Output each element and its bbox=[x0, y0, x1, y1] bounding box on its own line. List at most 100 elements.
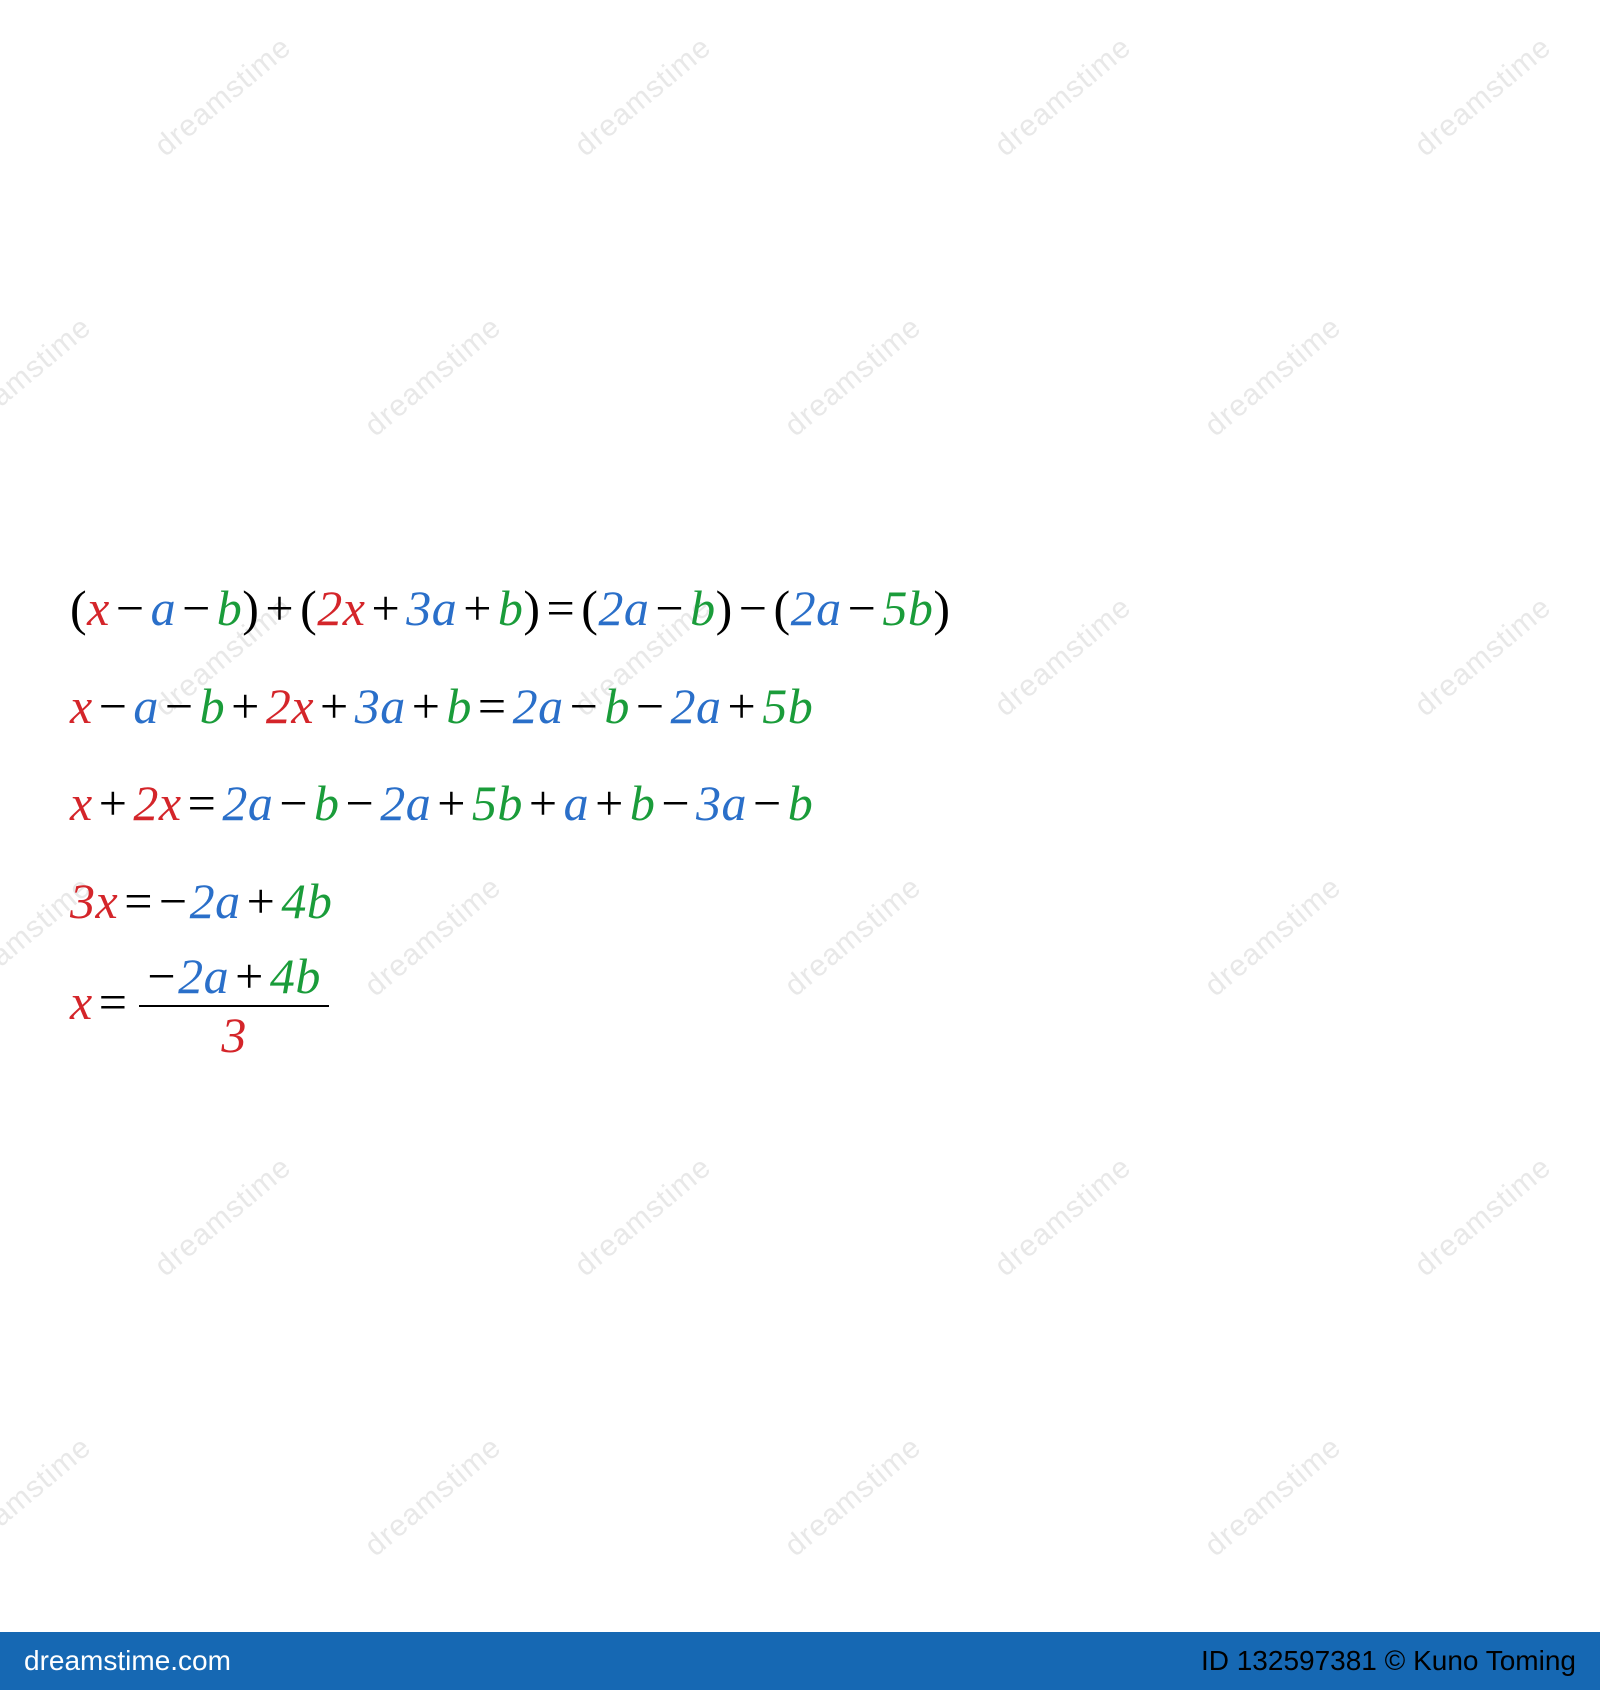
term-a: 3a bbox=[406, 580, 457, 636]
watermark-text: dreamstime bbox=[779, 310, 929, 443]
watermark-text: dreamstime bbox=[359, 310, 509, 443]
operator: + bbox=[457, 580, 498, 636]
watermark-text: dreamstime bbox=[149, 30, 299, 163]
operator: = bbox=[182, 775, 223, 831]
term-b: b bbox=[788, 775, 814, 831]
watermark-text: dreamstime bbox=[989, 590, 1139, 723]
watermark-text: dreamstime bbox=[569, 30, 719, 163]
term-a: a bbox=[564, 775, 590, 831]
footer-credit: ID 132597381 © Kuno Toming bbox=[1201, 1645, 1576, 1677]
operator: + bbox=[406, 678, 447, 734]
term-a: 2a bbox=[190, 873, 241, 929]
watermark-text: dreamstime bbox=[1199, 870, 1349, 1003]
watermark-text: dreamstime bbox=[149, 1150, 299, 1283]
fraction: −2a+4b3 bbox=[139, 948, 328, 1063]
operator: − bbox=[733, 580, 774, 636]
operator: − bbox=[630, 678, 671, 734]
term-x: 3 bbox=[221, 1007, 247, 1063]
paren: ( bbox=[300, 580, 317, 636]
term-x: 2x bbox=[266, 678, 314, 734]
equation-line-3: x+2x=2a−b−2a+5b+a+b−3a−b bbox=[70, 755, 950, 853]
term-b: b bbox=[630, 775, 656, 831]
watermark-text: dreamstime bbox=[779, 1430, 929, 1563]
watermark-text: dreamstime bbox=[989, 1150, 1139, 1283]
operator: + bbox=[523, 775, 564, 831]
operator: − bbox=[93, 678, 134, 734]
equation-line-1: (x−a−b)+(2x+3a+b)=(2a−b)−(2a−5b) bbox=[70, 560, 950, 658]
watermark-text: dreamstime bbox=[1409, 30, 1559, 163]
operator: − bbox=[340, 775, 381, 831]
term-x: 3x bbox=[70, 873, 118, 929]
paren: ( bbox=[773, 580, 790, 636]
operator: + bbox=[314, 678, 355, 734]
watermark-text: dreamstime bbox=[0, 310, 98, 443]
term-b: b bbox=[314, 775, 340, 831]
operator: = bbox=[118, 873, 159, 929]
term-a: 2a bbox=[513, 678, 564, 734]
watermark-text: dreamstime bbox=[0, 1430, 98, 1563]
operator: − bbox=[842, 580, 883, 636]
term-b: b bbox=[498, 580, 524, 636]
fraction-numerator: −2a+4b bbox=[139, 948, 328, 1005]
operator: + bbox=[241, 873, 282, 929]
equation-line-5: x=−2a+4b3 bbox=[70, 950, 950, 1065]
paren: ( bbox=[581, 580, 598, 636]
term-b: b bbox=[446, 678, 472, 734]
operator: + bbox=[431, 775, 472, 831]
term-a: 2a bbox=[671, 678, 722, 734]
operator: + bbox=[365, 580, 406, 636]
operator: = bbox=[93, 974, 134, 1030]
operator: = bbox=[541, 580, 582, 636]
paren: ( bbox=[70, 580, 87, 636]
term-x: x bbox=[70, 678, 93, 734]
operator: − bbox=[159, 678, 200, 734]
term-b: 4b bbox=[270, 948, 321, 1004]
term-a: 2a bbox=[598, 580, 649, 636]
term-x: 2x bbox=[133, 775, 181, 831]
paren: ) bbox=[716, 580, 733, 636]
operator: − bbox=[273, 775, 314, 831]
operator: + bbox=[229, 948, 270, 1004]
term-a: 2a bbox=[178, 948, 229, 1004]
operator: − bbox=[655, 775, 696, 831]
term-b: 5b bbox=[472, 775, 523, 831]
term-b: 5b bbox=[882, 580, 933, 636]
operator: = bbox=[472, 678, 513, 734]
term-b: b bbox=[690, 580, 716, 636]
operator: − bbox=[747, 775, 788, 831]
watermark-text: dreamstime bbox=[1409, 590, 1559, 723]
operator: + bbox=[93, 775, 134, 831]
fraction-denominator: 3 bbox=[213, 1007, 255, 1064]
equation-line-2: x−a−b+2x+3a+b=2a−b−2a+5b bbox=[70, 658, 950, 756]
term-b: b bbox=[604, 678, 630, 734]
term-x: 2x bbox=[317, 580, 365, 636]
paren: ) bbox=[933, 580, 950, 636]
paren: ) bbox=[242, 580, 259, 636]
watermark-text: dreamstime bbox=[1199, 1430, 1349, 1563]
term-b: 4b bbox=[281, 873, 332, 929]
term-a: a bbox=[151, 580, 177, 636]
watermark-text: dreamstime bbox=[359, 1430, 509, 1563]
term-a: 2a bbox=[380, 775, 431, 831]
operator: + bbox=[589, 775, 630, 831]
term-a: 3a bbox=[355, 678, 406, 734]
operator: − bbox=[176, 580, 217, 636]
equation-block: (x−a−b)+(2x+3a+b)=(2a−b)−(2a−5b)x−a−b+2x… bbox=[70, 560, 950, 1065]
operator: − bbox=[110, 580, 151, 636]
watermark-text: dreamstime bbox=[989, 30, 1139, 163]
operator: + bbox=[225, 678, 266, 734]
term-b: b bbox=[217, 580, 243, 636]
equation-line-4: 3x=−2a+4b bbox=[70, 853, 950, 951]
watermark-text: dreamstime bbox=[569, 1150, 719, 1283]
watermark-text: dreamstime bbox=[1409, 1150, 1559, 1283]
term-x: x bbox=[70, 974, 93, 1030]
term-x: x bbox=[70, 775, 93, 831]
operator: − bbox=[649, 580, 690, 636]
operator: − bbox=[564, 678, 605, 734]
operator: − bbox=[147, 948, 178, 1004]
term-a: a bbox=[133, 678, 159, 734]
term-x: x bbox=[87, 580, 110, 636]
paren: ) bbox=[523, 580, 540, 636]
term-b: b bbox=[200, 678, 226, 734]
watermark-text: dreamstime bbox=[1199, 310, 1349, 443]
